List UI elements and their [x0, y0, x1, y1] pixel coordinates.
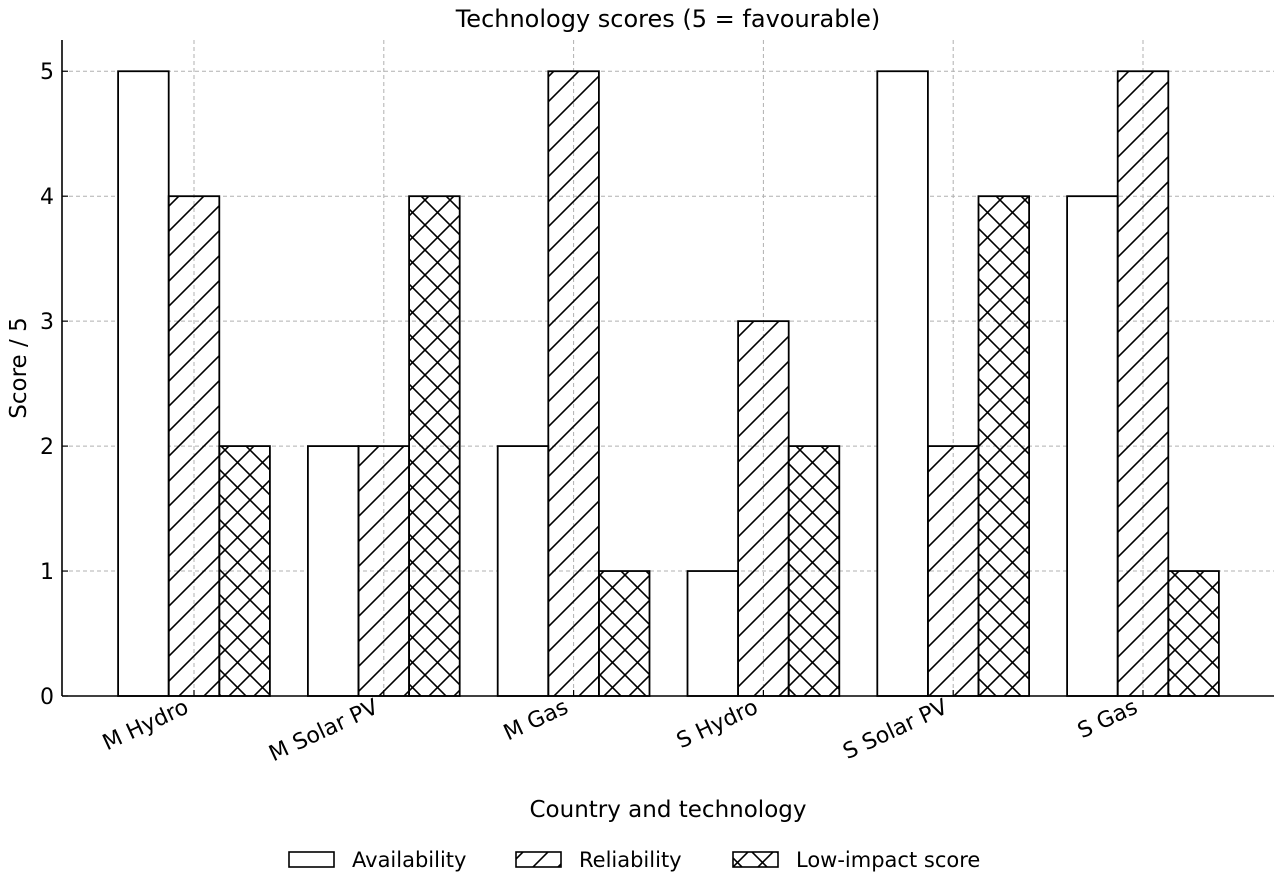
x-axis-label: Country and technology	[530, 797, 807, 823]
bar-low-impact-score-3	[787, 445, 841, 697]
axes	[61, 40, 1274, 697]
x-tick-label: S Solar PV	[839, 695, 951, 765]
bar-availability-5	[1066, 195, 1119, 697]
y-tick-label: 2	[40, 435, 54, 460]
bar-availability-2	[496, 445, 550, 697]
x-tick-label: M Gas	[500, 695, 572, 746]
bar-availability-4	[876, 70, 929, 697]
legend-label-low-impact-score: Low-impact score	[796, 848, 980, 872]
y-tick-label: 3	[40, 310, 54, 335]
legend-swatch-reliability	[515, 851, 562, 868]
bar-low-impact-score-0	[218, 445, 271, 697]
y-tick-labels: 0 1 2 3 4 5	[40, 60, 68, 710]
bar-availability-0	[117, 70, 170, 697]
x-tick-labels: M Hydro M Solar PV M Gas S Hydro S Solar PV S…	[99, 690, 1144, 767]
y-tick-label: 5	[40, 60, 54, 85]
y-tick-label: 1	[40, 560, 54, 585]
x-tick-label: M Hydro	[99, 695, 193, 756]
bar-reliability-4	[927, 445, 980, 697]
bar-reliability-0	[167, 195, 221, 697]
bar-availability-3	[686, 570, 739, 697]
y-tick-label: 0	[40, 685, 54, 710]
y-axis-label: Score / 5	[6, 317, 32, 418]
x-tick-label: M Solar PV	[265, 695, 382, 767]
y-tick-label: 4	[40, 185, 54, 210]
bars	[117, 70, 1220, 697]
legend-label-reliability: Reliability	[579, 848, 682, 872]
x-tick-label: S Hydro	[673, 695, 762, 754]
bar-reliability-5	[1116, 70, 1170, 697]
legend-label-availability: Availability	[352, 848, 466, 872]
chart-title: Technology scores (5 = favourable)	[455, 5, 881, 33]
bar-low-impact-score-1	[408, 195, 461, 697]
legend-swatch-availability	[288, 851, 335, 868]
legend-swatch-low-impact-score	[732, 851, 779, 868]
x-tick-label: S Gas	[1074, 695, 1142, 744]
bar-reliability-2	[547, 70, 600, 697]
bar-availability-1	[306, 445, 360, 697]
bar-low-impact-score-2	[598, 570, 651, 697]
legend: Availability Reliability Low-impact score	[288, 848, 980, 872]
bar-low-impact-score-5	[1167, 570, 1220, 697]
bar-low-impact-score-4	[977, 195, 1030, 697]
bar-reliability-1	[357, 445, 410, 697]
bar-reliability-3	[737, 320, 790, 697]
